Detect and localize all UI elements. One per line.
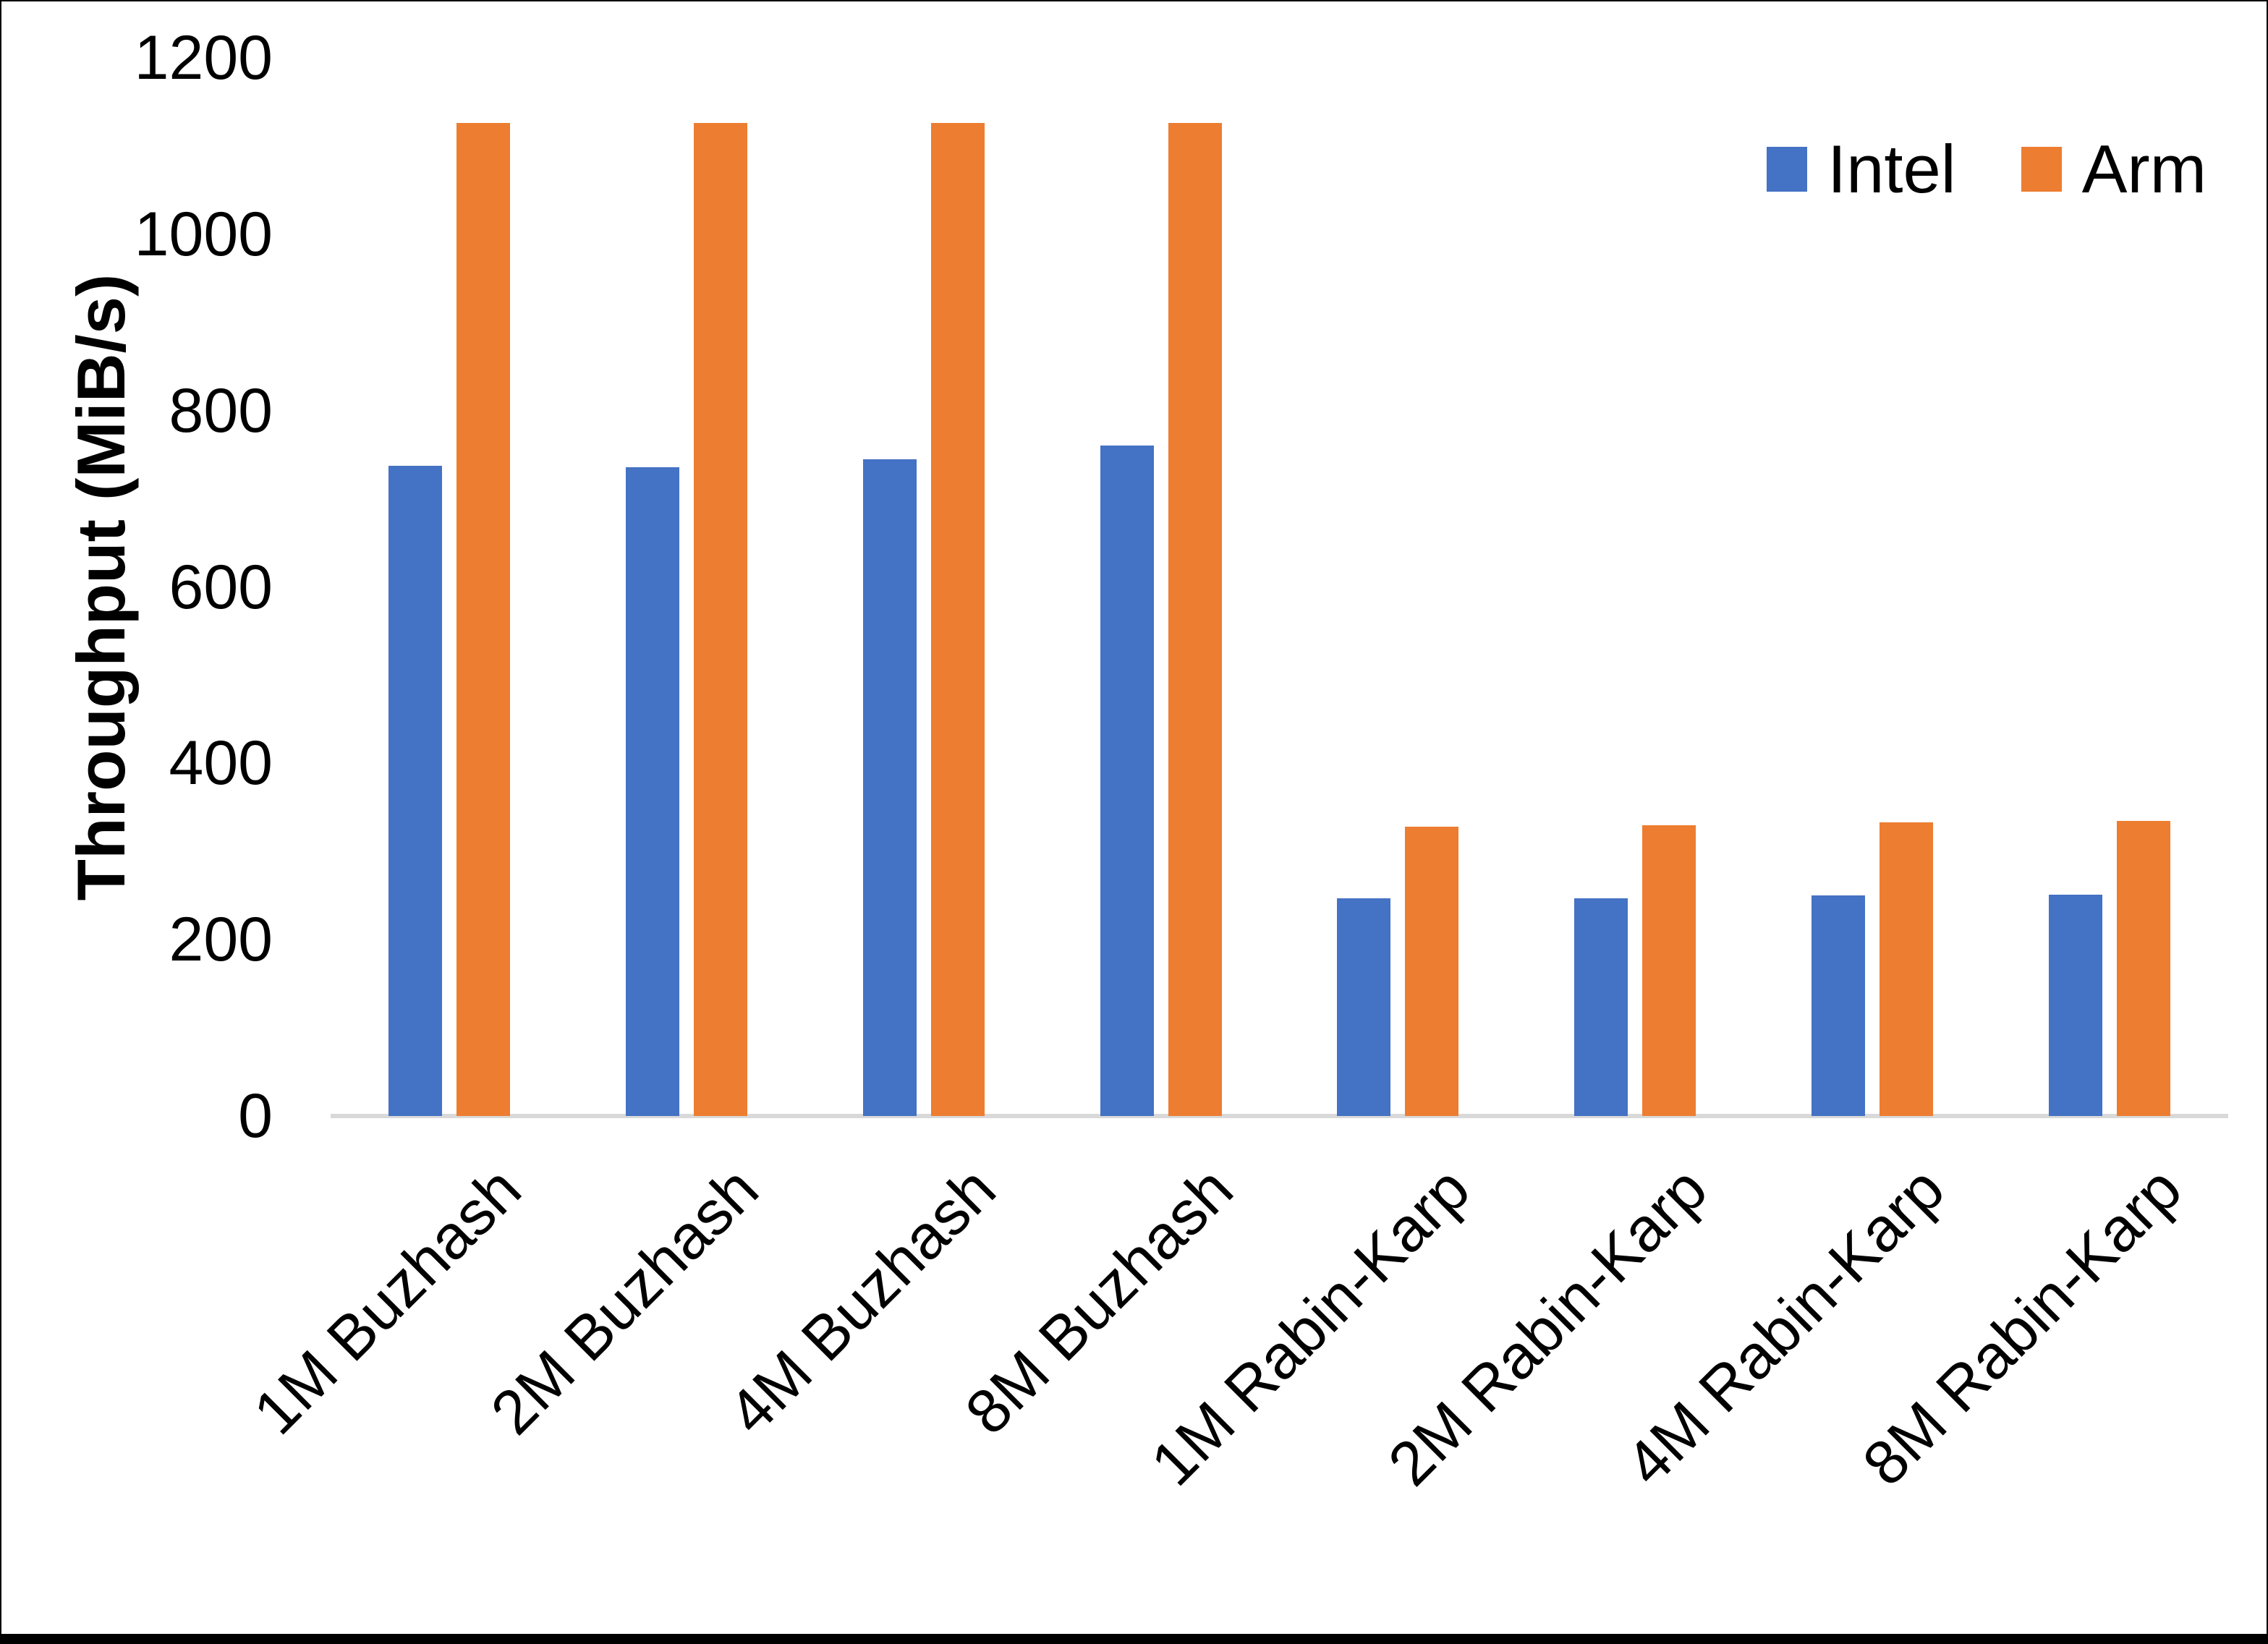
- y-tick-label-400: 400: [169, 728, 273, 798]
- bar-intel-1: [388, 466, 442, 1116]
- x-axis-line: [331, 1114, 2228, 1118]
- y-tick-label-600: 600: [169, 552, 273, 622]
- y-tick-label-0: 0: [238, 1081, 273, 1151]
- legend-label-arm: Arm: [2081, 131, 2207, 207]
- bar-arm-4: [1168, 123, 1222, 1116]
- plot-area: [331, 58, 2228, 1118]
- bar-arm-1: [456, 123, 510, 1116]
- legend-item-intel: Intel: [1767, 130, 1956, 208]
- legend-item-arm: Arm: [2021, 130, 2207, 208]
- bar-intel-2: [625, 467, 679, 1116]
- bar-arm-5: [1405, 827, 1459, 1116]
- y-tick-label-1000: 1000: [134, 199, 273, 269]
- y-tick-label-1200: 1200: [134, 23, 273, 93]
- bar-arm-3: [930, 123, 985, 1116]
- y-tick-label-200: 200: [169, 905, 273, 975]
- bar-arm-8: [2117, 820, 2171, 1116]
- bar-arm-6: [1642, 825, 1696, 1116]
- bar-intel-5: [1337, 898, 1391, 1116]
- bar-intel-8: [2049, 895, 2103, 1116]
- intel-swatch-icon: [1767, 147, 1807, 192]
- arm-swatch-icon: [2021, 147, 2062, 192]
- bar-intel-7: [1812, 895, 1866, 1116]
- bar-intel-3: [862, 459, 917, 1116]
- bar-intel-4: [1100, 446, 1154, 1116]
- legend: Intel Arm: [1767, 130, 2207, 208]
- bar-arm-7: [1880, 822, 1934, 1116]
- y-tick-label-800: 800: [169, 375, 273, 446]
- legend-label-intel: Intel: [1827, 131, 1956, 207]
- bar-intel-6: [1574, 898, 1628, 1116]
- bar-arm-2: [693, 123, 747, 1116]
